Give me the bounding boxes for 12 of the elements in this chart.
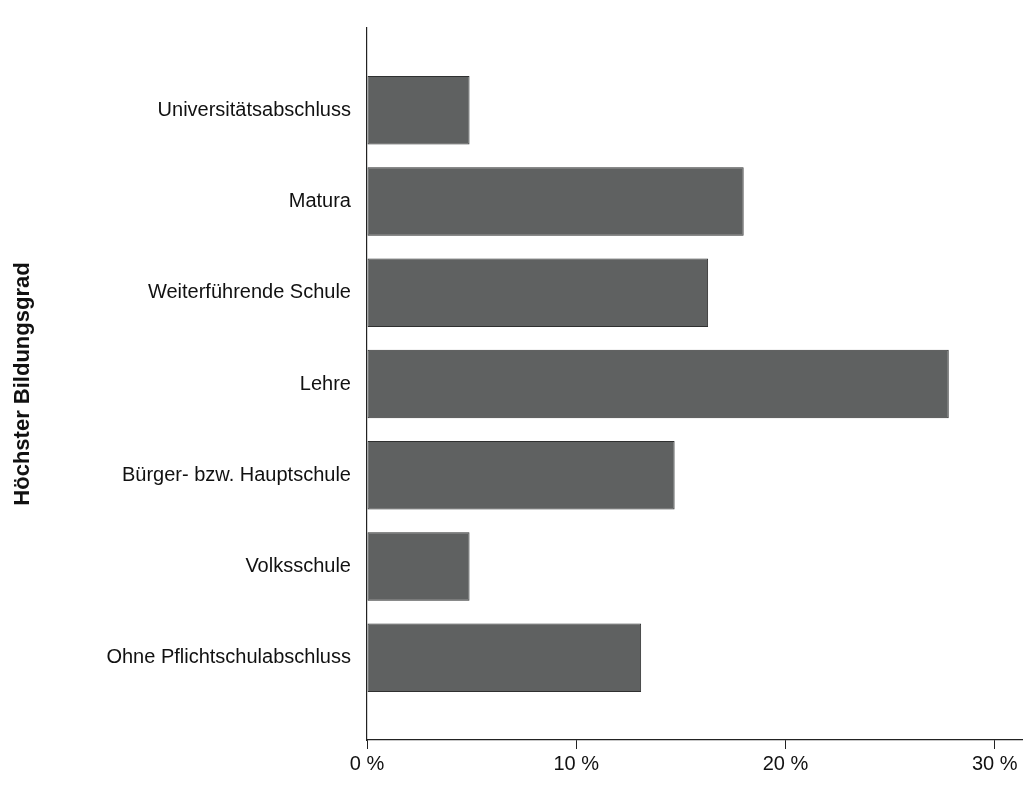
y-tick-label: Volksschule [245,554,351,577]
x-tick-label: 20 % [762,751,809,774]
y-tick-label: Matura [288,188,352,211]
y-tick-label: Ohne Pflichtschulabschluss [106,645,351,668]
x-tick-label: 30 % [972,751,1018,774]
y-axis-title: Höchster Bildungsgrad [9,262,35,506]
y-tick-label: Universitätsabschluss [157,97,351,120]
y-tick-label: Lehre [299,371,351,394]
y-tick-label: Bürger- bzw. Hauptschule [121,462,351,485]
y-tick-label: Weiterführende Schule [147,280,351,303]
x-tick-label: 0 % [349,751,385,774]
x-tick-label: 10 % [553,751,600,774]
